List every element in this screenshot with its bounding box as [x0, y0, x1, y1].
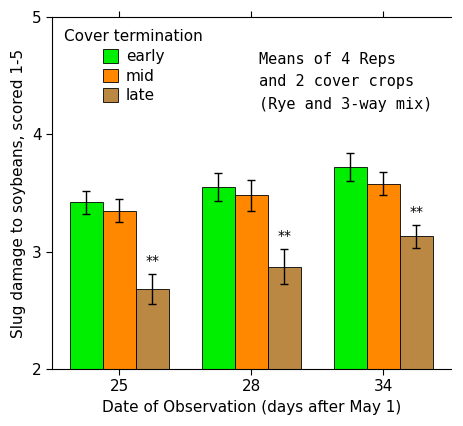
X-axis label: Date of Observation (days after May 1): Date of Observation (days after May 1) [102, 400, 401, 415]
Bar [103, 210, 136, 426]
Text: **: ** [277, 230, 291, 243]
Bar [202, 187, 235, 426]
Bar [235, 196, 268, 426]
Text: **: ** [145, 254, 159, 268]
Bar [268, 267, 301, 426]
Bar [367, 184, 400, 426]
Bar [70, 202, 103, 426]
Bar [334, 167, 367, 426]
Bar [400, 236, 432, 426]
Bar [136, 289, 169, 426]
Text: **: ** [409, 205, 423, 219]
Text: Means of 4 Reps
and 2 cover crops
(Rye and 3-way mix): Means of 4 Reps and 2 cover crops (Rye a… [259, 52, 432, 112]
Y-axis label: Slug damage to soybeans, scored 1-5: Slug damage to soybeans, scored 1-5 [11, 49, 26, 337]
Legend: early, mid, late: early, mid, late [59, 25, 207, 108]
